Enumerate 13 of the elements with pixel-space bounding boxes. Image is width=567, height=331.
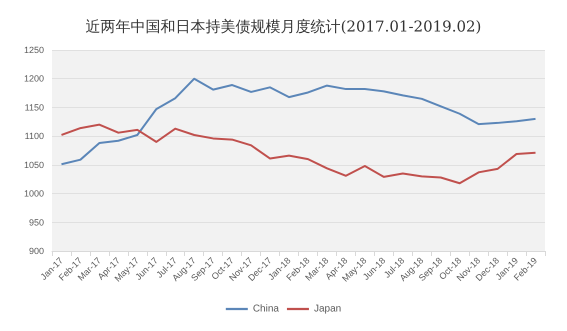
line-series: [60, 78, 537, 166]
legend-label: Japan: [314, 304, 342, 314]
legend-label: China: [252, 304, 280, 314]
y-tick-label: 1000: [24, 188, 44, 199]
line-series: [60, 124, 537, 184]
y-tick-label: 1050: [24, 160, 44, 170]
y-tick-label: 1100: [24, 131, 44, 142]
y-tick-label: 1150: [24, 102, 44, 112]
y-tick-label: 1250: [24, 45, 44, 55]
chart-title: 近两年中国和日本持美债规模月度统计(2017.01-2019.02): [86, 18, 482, 36]
y-tick-label: 900: [28, 246, 44, 256]
y-tick-label: 1200: [24, 74, 44, 84]
y-tick-label: 950: [28, 217, 44, 228]
